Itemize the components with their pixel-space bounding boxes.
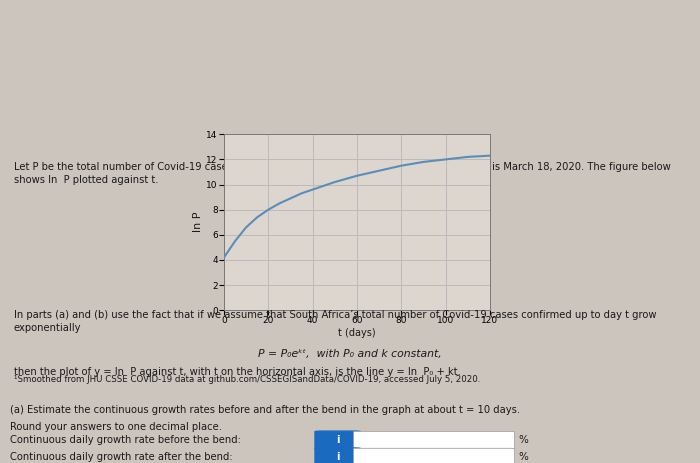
Text: Continuous daily growth rate before the bend:: Continuous daily growth rate before the … xyxy=(10,435,241,445)
Text: P = P₀eᵏᵗ,  with P₀ and k constant,: P = P₀eᵏᵗ, with P₀ and k constant, xyxy=(258,349,442,359)
Text: %: % xyxy=(518,435,528,445)
FancyBboxPatch shape xyxy=(354,432,514,449)
Text: Round your answers to one decimal place.: Round your answers to one decimal place. xyxy=(10,422,223,432)
Text: Continuous daily growth rate after the bend:: Continuous daily growth rate after the b… xyxy=(10,452,233,462)
Text: In parts (a) and (b) use the fact that if we assume that South Africa’s total nu: In parts (a) and (b) use the fact that i… xyxy=(14,310,657,333)
Text: Let P be the total number of Covid-19 cases in South Africa¹ confirmed up to day: Let P be the total number of Covid-19 ca… xyxy=(14,162,671,185)
FancyBboxPatch shape xyxy=(354,448,514,463)
Text: ¹Smoothed from JHU CSSE COVID-19 data at github.com/CSSEGISandData/COVID-19, acc: ¹Smoothed from JHU CSSE COVID-19 data at… xyxy=(14,375,480,384)
Text: then the plot of y = ln  P against t, with t on the horizontal axis, is the line: then the plot of y = ln P against t, wit… xyxy=(14,367,461,377)
Text: %: % xyxy=(518,452,528,462)
Text: (a) Estimate the continuous growth rates before and after the bend in the graph : (a) Estimate the continuous growth rates… xyxy=(10,405,521,414)
Text: i: i xyxy=(336,435,340,445)
Y-axis label: ln P: ln P xyxy=(193,212,204,232)
X-axis label: t (days): t (days) xyxy=(338,328,376,338)
Text: i: i xyxy=(336,452,340,462)
FancyBboxPatch shape xyxy=(315,431,360,449)
FancyBboxPatch shape xyxy=(315,448,360,463)
